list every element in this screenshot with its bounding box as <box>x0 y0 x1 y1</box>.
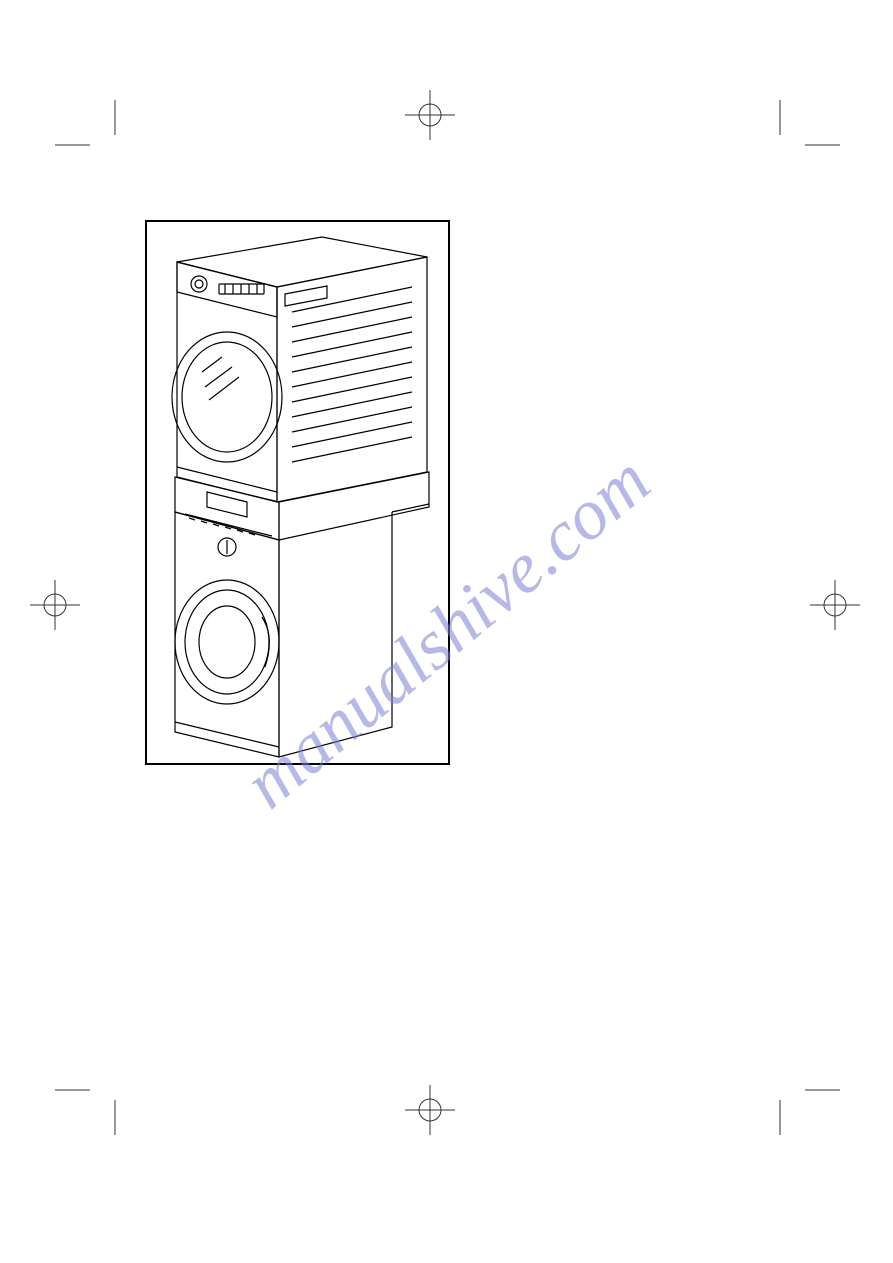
washer-dryer-illustration <box>147 222 448 763</box>
crop-mark-bottom-left <box>55 1075 135 1135</box>
registration-mark-top <box>405 90 455 140</box>
manual-page: manualshive.com <box>0 0 893 1263</box>
crop-mark-top-left <box>55 100 135 160</box>
stacked-appliance-figure <box>145 220 450 765</box>
registration-mark-left <box>30 580 80 630</box>
registration-mark-right <box>810 580 860 630</box>
crop-mark-bottom-right <box>760 1075 840 1135</box>
crop-mark-top-right <box>760 100 840 160</box>
registration-mark-bottom <box>405 1085 455 1135</box>
